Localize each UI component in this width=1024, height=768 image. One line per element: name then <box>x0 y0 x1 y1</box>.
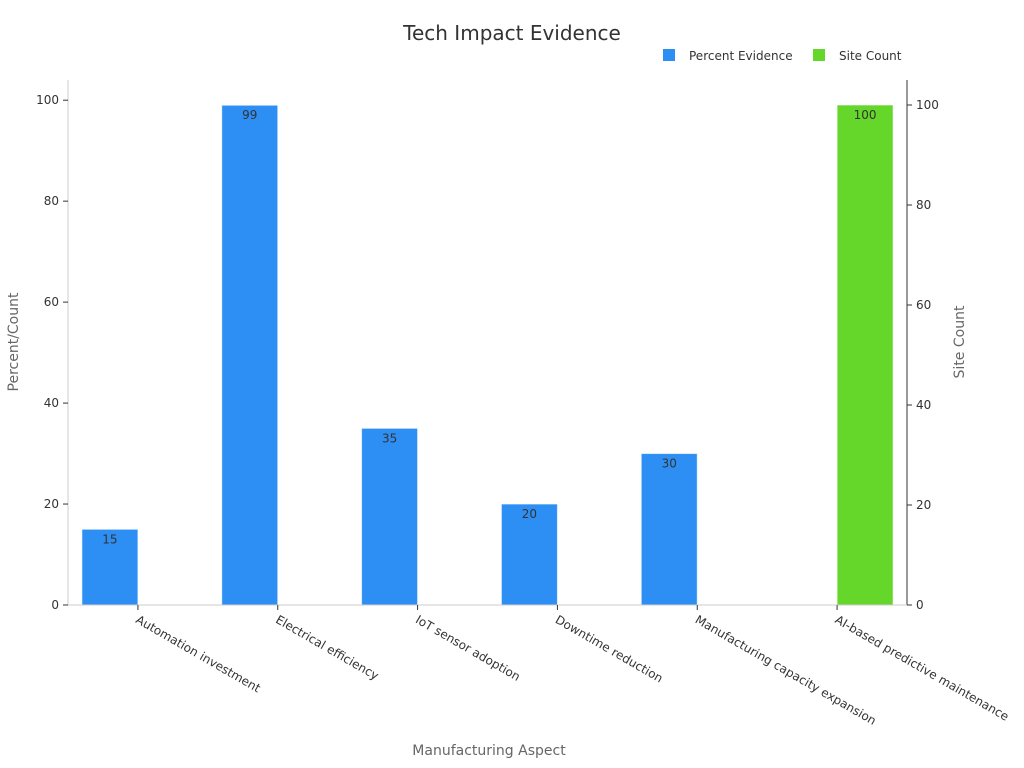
left-tick-label: 80 <box>44 194 59 208</box>
plot-area: 15 99 35 20 30 100 <box>81 104 894 606</box>
legend-label-site-count: Site Count <box>839 49 902 63</box>
right-axis-ticks: 0 20 40 60 80 100 <box>907 98 939 612</box>
right-tick-label: 80 <box>916 198 931 212</box>
bar-percent-evidence-electrical-efficiency <box>221 104 279 606</box>
data-label-percent-evidence-manufacturing-capacity-expansion: 30 <box>662 457 677 471</box>
x-tick-label-downtime-reduction: Downtime reduction <box>553 612 665 685</box>
right-tick-label: 40 <box>916 398 931 412</box>
bar-percent-evidence-automation-investment <box>81 528 139 606</box>
x-tick-label-electrical-efficiency: Electrical efficiency <box>273 612 381 682</box>
legend-label-percent-evidence: Percent Evidence <box>689 49 793 63</box>
bar-site-count-ai-based-predictive-maintenance <box>836 104 894 606</box>
left-tick-label: 100 <box>36 93 59 107</box>
right-tick-label: 100 <box>916 98 939 112</box>
bar-percent-evidence-iot-sensor-adoption <box>361 427 419 606</box>
right-tick-label: 20 <box>916 498 931 512</box>
legend-swatch-percent-evidence <box>663 49 675 61</box>
left-tick-label: 20 <box>44 497 59 511</box>
left-tick-label: 60 <box>44 295 59 309</box>
x-tick-label-iot-sensor-adoption: IoT sensor adoption <box>413 612 523 683</box>
right-axis: 0 20 40 60 80 100 <box>906 80 939 612</box>
x-axis-title: Manufacturing Aspect <box>412 743 566 759</box>
x-axis-ticks: Automation investment Electrical efficien… <box>133 605 1011 728</box>
data-label-percent-evidence-iot-sensor-adoption: 35 <box>382 431 397 445</box>
data-label-percent-evidence-automation-investment: 15 <box>102 532 117 546</box>
right-tick-label: 60 <box>916 298 931 312</box>
y-axis-title: Percent/Count <box>6 292 22 391</box>
data-label-percent-evidence-downtime-reduction: 20 <box>522 507 537 521</box>
data-label-percent-evidence-electrical-efficiency: 99 <box>242 108 257 122</box>
x-tick-label-automation-investment: Automation investment <box>133 612 263 695</box>
chart-title: Tech Impact Evidence <box>402 21 621 45</box>
bar-percent-evidence-manufacturing-capacity-expansion <box>640 453 698 606</box>
legend-swatch-site-count <box>813 49 825 61</box>
left-axis: 0 20 40 60 80 100 <box>36 80 69 612</box>
left-axis-ticks: 0 20 40 60 80 100 <box>36 93 68 612</box>
left-tick-label: 0 <box>51 598 59 612</box>
data-label-site-count-ai-based-predictive-maintenance: 100 <box>854 108 877 122</box>
right-tick-label: 0 <box>916 598 924 612</box>
bar-percent-evidence-downtime-reduction <box>500 503 558 606</box>
left-tick-label: 40 <box>44 396 59 410</box>
legend: Percent Evidence Site Count <box>663 49 902 63</box>
y2-axis-title: Site Count <box>952 305 968 378</box>
